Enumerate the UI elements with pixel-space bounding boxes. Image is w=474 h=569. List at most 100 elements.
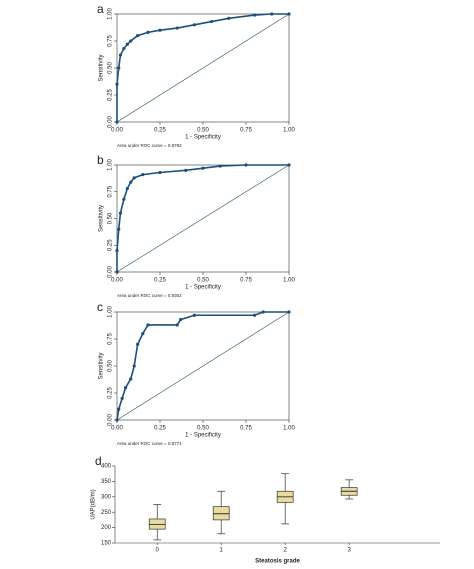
y-tick-label: 1.00 — [108, 8, 114, 20]
x-tick-label: 1.00 — [283, 278, 295, 284]
x-tick-label: 0.25 — [154, 278, 166, 284]
x-tick-label: 0.50 — [197, 278, 209, 284]
x-tick-label: 0.00 — [111, 278, 123, 284]
x-tick-label: 0.00 — [111, 426, 123, 432]
roc-point — [287, 163, 291, 167]
x-tick-label: 0.50 — [197, 128, 209, 134]
roc-point — [253, 313, 257, 317]
roc-point — [115, 249, 119, 253]
box — [212, 506, 230, 521]
y-axis-label: Sensitivity — [99, 352, 105, 379]
y-tick-label: 0.50 — [108, 212, 114, 224]
roc-point — [192, 313, 196, 317]
x-tick-label: 1.00 — [283, 128, 295, 134]
roc-point — [158, 28, 162, 32]
roc-point — [115, 82, 119, 86]
x-tick-label: 3 — [347, 548, 351, 554]
annotation: Area under ROC curve = 0.8782 — [117, 143, 182, 148]
y-tick-label: 0.50 — [108, 360, 114, 372]
annotation: Area under ROC curve = 0.9302 — [117, 293, 182, 298]
x-tick-label: 0.75 — [240, 426, 252, 432]
roc-point — [244, 163, 248, 167]
y-tick-label: 150 — [101, 541, 112, 547]
roc-point — [117, 407, 121, 411]
roc-point — [136, 34, 140, 38]
roc-point — [192, 23, 196, 27]
y-tick-label: 0.00 — [108, 116, 114, 128]
roc-point — [122, 46, 126, 51]
y-tick-label: 1.00 — [108, 306, 114, 318]
roc-point — [117, 227, 121, 231]
roc-point — [253, 13, 257, 17]
roc-point — [129, 377, 133, 381]
roc-point — [146, 30, 150, 34]
y-tick-label: 0.25 — [108, 89, 114, 101]
roc-point — [117, 66, 121, 70]
roc-point — [175, 26, 179, 30]
roc-point — [115, 418, 119, 422]
y-tick-label: 300 — [101, 494, 112, 500]
roc-point — [210, 19, 214, 24]
x-axis-label: 1 - Specificity — [185, 433, 221, 439]
reference-line — [116, 311, 290, 421]
x-axis-label: 1 - Specificity — [185, 135, 221, 141]
roc-point — [201, 166, 205, 170]
roc-point — [118, 211, 123, 215]
reference-line — [116, 13, 290, 123]
x-tick-label: 0.50 — [197, 426, 209, 432]
x-tick-label: 0.00 — [111, 128, 123, 134]
panel-label: a — [97, 2, 104, 16]
reference-line — [116, 164, 290, 273]
panel-label: c — [97, 300, 103, 314]
roc-point — [129, 39, 133, 43]
x-axis-label: Steatosis grade — [255, 559, 300, 565]
y-tick-label: 350 — [101, 479, 112, 485]
roc-point — [136, 342, 140, 346]
x-tick-label: 2 — [284, 548, 288, 554]
roc-point — [124, 386, 128, 390]
x-tick-label: 0.75 — [240, 278, 252, 284]
roc-point — [179, 317, 183, 322]
x-tick-label: 0 — [156, 548, 160, 554]
roc-point — [141, 173, 145, 177]
roc-point — [146, 323, 150, 327]
box — [148, 518, 166, 530]
y-tick-label: 400 — [101, 464, 112, 470]
roc-point — [158, 170, 162, 175]
y-tick-label: 250 — [101, 510, 112, 516]
y-tick-label: 0.75 — [108, 35, 114, 47]
y-tick-label: 0.50 — [108, 62, 114, 74]
roc-point — [227, 16, 231, 20]
roc-point — [125, 42, 129, 46]
roc-point — [287, 310, 291, 314]
y-tick-label: 0.25 — [108, 239, 114, 251]
roc-point — [175, 323, 179, 327]
roc-point — [120, 396, 124, 400]
x-tick-label: 0.75 — [240, 128, 252, 134]
roc-point — [115, 270, 119, 274]
roc-point — [122, 197, 126, 201]
y-tick-label: 0.00 — [108, 266, 114, 278]
y-tick-label: 0.00 — [108, 414, 114, 426]
roc-point — [125, 186, 129, 191]
panel-label: d — [95, 454, 102, 468]
panel-label: b — [97, 153, 104, 167]
x-tick-label: 0.25 — [154, 128, 166, 134]
x-tick-label: 0.25 — [154, 426, 166, 432]
y-tick-label: 0.25 — [108, 387, 114, 399]
annotation: Area under ROC curve = 0.8771 — [117, 441, 182, 446]
roc-point — [115, 120, 119, 124]
y-axis-label: UAP(dB/m) — [91, 489, 97, 519]
roc-point — [132, 176, 136, 180]
roc-point — [118, 53, 123, 57]
y-tick-label: 200 — [101, 525, 112, 531]
roc-point — [218, 164, 222, 168]
roc-point — [270, 12, 274, 16]
roc-point — [132, 364, 136, 368]
y-tick-label: 1.00 — [108, 159, 114, 171]
roc-point — [141, 332, 145, 336]
y-tick-label: 0.75 — [108, 333, 114, 345]
x-axis-label: 1 - Specificity — [185, 285, 221, 291]
y-axis-label: Sensitivity — [99, 54, 105, 81]
